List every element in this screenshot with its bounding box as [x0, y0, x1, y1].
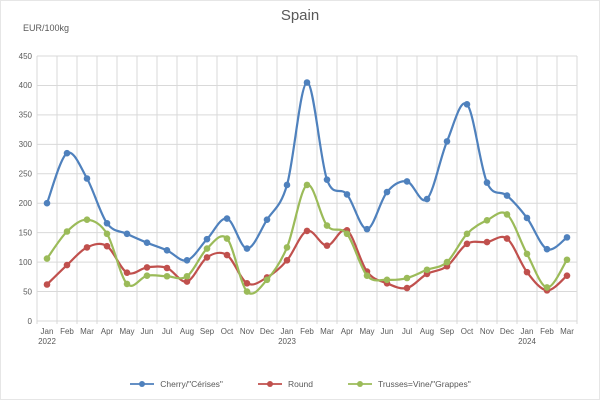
svg-text:Feb: Feb — [60, 327, 74, 336]
svg-text:400: 400 — [19, 81, 33, 90]
svg-text:Dec: Dec — [260, 327, 274, 336]
svg-text:Jan: Jan — [281, 327, 294, 336]
legend: Cherry/"Cérises" Round Trusses=Vine/"Grapp… — [1, 379, 599, 389]
svg-text:May: May — [359, 327, 374, 336]
svg-text:Aug: Aug — [180, 327, 194, 336]
legend-item-round: Round — [257, 379, 313, 389]
svg-text:Jun: Jun — [381, 327, 394, 336]
svg-text:Oct: Oct — [221, 327, 234, 336]
legend-label: Trusses=Vine/"Grappes" — [378, 379, 471, 389]
svg-text:Dec: Dec — [500, 327, 514, 336]
legend-marker-icon — [257, 381, 282, 387]
x-gridlines — [36, 56, 578, 324]
svg-text:Jul: Jul — [162, 327, 172, 336]
svg-text:Jul: Jul — [402, 327, 412, 336]
svg-text:450: 450 — [19, 52, 33, 61]
legend-item-trusses: Trusses=Vine/"Grappes" — [347, 379, 471, 389]
legend-marker-icon — [348, 381, 373, 387]
svg-text:350: 350 — [19, 111, 33, 120]
svg-text:Jun: Jun — [141, 327, 154, 336]
svg-text:Sep: Sep — [200, 327, 215, 336]
svg-text:200: 200 — [19, 199, 33, 208]
svg-text:Nov: Nov — [480, 327, 494, 336]
svg-text:Jan: Jan — [521, 327, 534, 336]
svg-text:Oct: Oct — [461, 327, 474, 336]
chart-title: Spain — [280, 7, 320, 24]
legend-marker-icon — [130, 381, 155, 387]
svg-text:Feb: Feb — [540, 327, 554, 336]
svg-text:Apr: Apr — [341, 327, 354, 336]
svg-text:Jan: Jan — [41, 327, 54, 336]
svg-text:0: 0 — [28, 317, 33, 326]
legend-label: Cherry/"Cérises" — [160, 379, 223, 389]
svg-text:100: 100 — [19, 258, 33, 267]
series-cherry — [43, 79, 571, 264]
svg-text:2022: 2022 — [38, 337, 56, 346]
svg-text:250: 250 — [19, 170, 33, 179]
svg-text:Mar: Mar — [320, 327, 334, 336]
svg-text:150: 150 — [19, 228, 33, 237]
y-gridlines-and-labels: 0 50 100 150 200 250 300 350 400 450 — [19, 52, 577, 326]
svg-text:Aug: Aug — [420, 327, 434, 336]
y-axis-unit-label: EUR/100kg — [23, 23, 70, 33]
svg-text:May: May — [119, 327, 134, 336]
legend-label: Round — [287, 379, 314, 389]
series-round — [43, 227, 571, 294]
svg-text:Apr: Apr — [101, 327, 114, 336]
svg-text:2023: 2023 — [278, 337, 296, 346]
svg-text:300: 300 — [19, 140, 33, 149]
series-trusses — [43, 181, 571, 295]
svg-text:50: 50 — [23, 287, 32, 296]
svg-text:Feb: Feb — [300, 327, 314, 336]
svg-text:Nov: Nov — [240, 327, 254, 336]
svg-text:2024: 2024 — [518, 337, 536, 346]
legend-item-cherry: Cherry/"Cérises" — [129, 379, 223, 389]
svg-text:Sep: Sep — [440, 327, 455, 336]
svg-text:Mar: Mar — [80, 327, 94, 336]
svg-text:Mar: Mar — [560, 327, 574, 336]
